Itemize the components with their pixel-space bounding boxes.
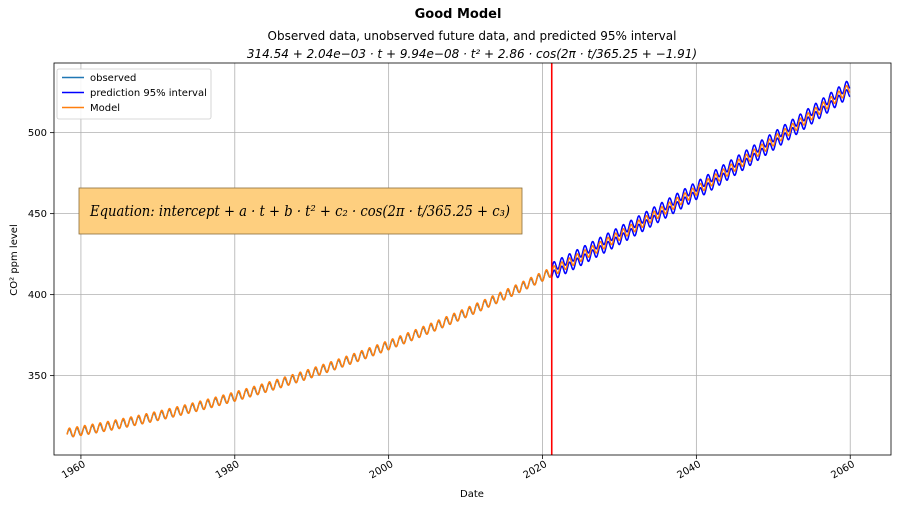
y-axis-ticks: 350 400 450 500 <box>28 128 54 382</box>
y-tick-label: 350 <box>28 371 47 382</box>
x-tick-label: 1980 <box>214 459 242 481</box>
legend-label-prediction: prediction 95% interval <box>90 88 207 99</box>
y-axis-label: CO² ppm level <box>9 224 20 295</box>
chart-formula: 314.54 + 2.04e−03 · t + 9.94e−08 · t² + … <box>247 47 697 61</box>
series-model <box>66 84 851 438</box>
legend-label-model: Model <box>90 103 120 114</box>
x-tick-label: 2060 <box>829 459 857 481</box>
chart-subtitle: Observed data, unobserved future data, a… <box>268 29 677 43</box>
equation-box: Equation: intercept + a · t + b · t² + c… <box>78 187 523 235</box>
plot-area <box>54 63 891 455</box>
plot-frame <box>53 62 892 456</box>
chart-title: Good Model <box>415 7 502 22</box>
x-axis-ticks: 1960 1980 2000 2020 2040 2060 <box>60 455 857 481</box>
equation-text: Equation: intercept + a · t + b · t² + c… <box>89 202 510 220</box>
y-tick-label: 450 <box>28 209 47 220</box>
x-tick-label: 2040 <box>676 459 704 481</box>
equation-box-background <box>78 187 523 235</box>
y-tick-label: 400 <box>28 290 47 301</box>
legend: observed prediction 95% interval Model <box>56 68 212 120</box>
x-tick-label: 2000 <box>368 459 396 481</box>
series-prediction-upper <box>551 80 851 270</box>
y-tick-label: 500 <box>28 128 47 139</box>
x-tick-label: 1960 <box>60 459 88 481</box>
series-prediction-lower <box>551 89 851 279</box>
legend-label-observed: observed <box>90 73 136 84</box>
x-tick-label: 2020 <box>522 459 550 481</box>
series-layer <box>66 80 851 438</box>
x-axis-label: Date <box>460 489 484 500</box>
legend-box <box>56 68 212 120</box>
